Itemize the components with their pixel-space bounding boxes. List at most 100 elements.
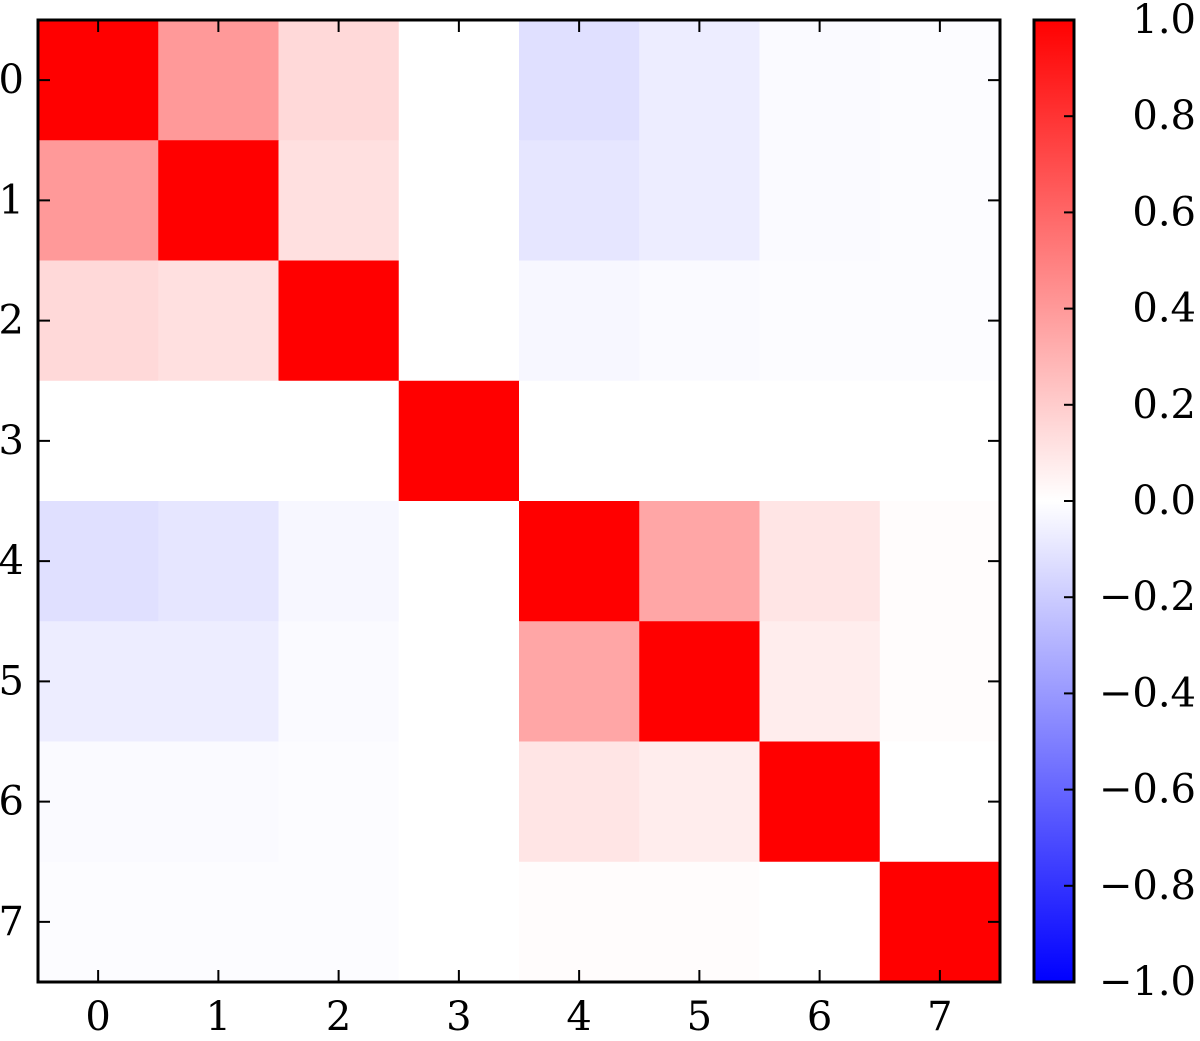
y-tick-label-7: 7 bbox=[0, 899, 24, 945]
heatmap-cell-r0-c2 bbox=[278, 20, 400, 141]
heatmap-cell-r1-c1 bbox=[158, 140, 280, 262]
x-tick-label-3: 3 bbox=[446, 994, 471, 1036]
heatmap-cell-r2-c0 bbox=[38, 260, 159, 382]
heatmap-cell-r1-c6 bbox=[759, 140, 881, 262]
heatmap-cell-r6-c3 bbox=[398, 741, 520, 863]
heatmap-cell-r6-c5 bbox=[639, 741, 761, 863]
colorbar-tick-label-3: 0.4 bbox=[1132, 286, 1196, 332]
y-tick-label-4: 4 bbox=[0, 538, 24, 584]
heatmap-cell-r1-c7 bbox=[879, 140, 1001, 262]
heatmap-cell-r1-c4 bbox=[519, 140, 640, 262]
y-tick-labels: 0 1 2 3 4 5 6 7 bbox=[0, 57, 24, 945]
y-tick-label-6: 6 bbox=[0, 779, 24, 825]
heatmap-cell-r5-c4 bbox=[519, 621, 640, 743]
y-tick-label-0: 0 bbox=[0, 57, 24, 103]
y-tick-label-3: 3 bbox=[0, 418, 24, 464]
x-tick-label-7: 7 bbox=[927, 994, 952, 1036]
heatmap-cell-r6-c2 bbox=[278, 741, 400, 863]
heatmap-cell-r5-c6 bbox=[759, 621, 881, 743]
heatmap-cell-r2-c2 bbox=[278, 260, 400, 382]
x-tick-label-1: 1 bbox=[206, 994, 231, 1036]
heatmap-cell-r4-c6 bbox=[759, 501, 881, 622]
colorbar-tick-label-5: 0.0 bbox=[1132, 478, 1196, 524]
colorbar-tick-label-10: −1.0 bbox=[1099, 959, 1196, 1005]
heatmap-cell-r3-c2 bbox=[278, 380, 400, 502]
colorbar-tick-label-7: −0.4 bbox=[1099, 670, 1196, 716]
x-tick-label-2: 2 bbox=[326, 994, 351, 1036]
heatmap-cell-r5-c3 bbox=[398, 621, 520, 743]
heatmap-cell-r0-c3 bbox=[398, 20, 520, 141]
y-tick-label-5: 5 bbox=[0, 658, 24, 704]
heatmap-cell-r7-c3 bbox=[398, 861, 520, 983]
heatmap-cell-r5-c5 bbox=[639, 621, 761, 743]
colorbar-tick-label-8: −0.6 bbox=[1099, 767, 1196, 813]
heatmap-cell-r0-c7 bbox=[879, 20, 1001, 141]
heatmap-cell-r7-c1 bbox=[158, 861, 280, 983]
heatmap-cell-r2-c6 bbox=[759, 260, 881, 382]
colorbar-tick-label-4: 0.2 bbox=[1132, 382, 1196, 428]
heatmap-cell-r6-c6 bbox=[759, 741, 881, 863]
heatmap-cell-r0-c6 bbox=[759, 20, 881, 141]
heatmap-cell-r7-c0 bbox=[38, 861, 159, 983]
colorbar-tick-label-2: 0.6 bbox=[1132, 189, 1196, 235]
colorbar-tick-label-1: 0.8 bbox=[1132, 93, 1196, 139]
heatmap-cell-r0-c5 bbox=[639, 20, 761, 141]
heatmap-cell-r4-c3 bbox=[398, 501, 520, 622]
heatmap-cell-r5-c7 bbox=[879, 621, 1001, 743]
heatmap-cell-r3-c1 bbox=[158, 380, 280, 502]
heatmap-cell-r6-c1 bbox=[158, 741, 280, 863]
heatmap-cell-r3-c0 bbox=[38, 380, 159, 502]
heatmap-cell-r3-c6 bbox=[759, 380, 881, 502]
heatmap-cell-r1-c0 bbox=[38, 140, 159, 262]
colorbar-tick-labels: 1.0 0.8 0.6 0.4 0.2 0.0 −0.2 −0.4 −0.6 −0.8 −1.0 bbox=[1099, 0, 1196, 1005]
heatmap-cell-r2-c7 bbox=[879, 260, 1001, 382]
heatmap-cell-r4-c0 bbox=[38, 501, 159, 622]
colorbar-tick-label-0: 1.0 bbox=[1132, 0, 1196, 43]
heatmap-cell-r2-c1 bbox=[158, 260, 280, 382]
heatmap-cell-r7-c5 bbox=[639, 861, 761, 983]
x-tick-label-5: 5 bbox=[687, 994, 712, 1036]
heatmap-cell-r7-c7 bbox=[879, 861, 1001, 983]
heatmap-cell-r0-c4 bbox=[519, 20, 640, 141]
x-tick-labels: 0 1 2 3 4 5 6 7 bbox=[85, 994, 952, 1040]
heatmap-cell-r3-c3 bbox=[398, 380, 520, 502]
heatmap-cell-r1-c5 bbox=[639, 140, 761, 262]
heatmap-cell-r5-c1 bbox=[158, 621, 280, 743]
plot-frame bbox=[36, 18, 1002, 984]
heatmap-cell-r3-c7 bbox=[879, 380, 1001, 502]
heatmap-cell-r7-c4 bbox=[519, 861, 640, 983]
heatmap-cell-r4-c1 bbox=[158, 501, 280, 622]
x-tick-label-4: 4 bbox=[566, 994, 591, 1036]
x-tick-label-6: 6 bbox=[807, 994, 832, 1036]
heatmap-cell-r6-c0 bbox=[38, 741, 159, 863]
heatmap-cell-r6-c4 bbox=[519, 741, 640, 863]
heatmap-cell-r4-c5 bbox=[639, 501, 761, 622]
heatmap-cell-r7-c2 bbox=[278, 861, 400, 983]
x-tick-label-0: 0 bbox=[85, 994, 110, 1036]
y-tick-label-2: 2 bbox=[0, 298, 24, 344]
heatmap-cells bbox=[38, 20, 1001, 983]
y-tick-label-1: 1 bbox=[0, 177, 24, 223]
heatmap-cell-r6-c7 bbox=[879, 741, 1001, 863]
heatmap-cell-r5-c0 bbox=[38, 621, 159, 743]
heatmap-cell-r4-c2 bbox=[278, 501, 400, 622]
heatmap-cell-r1-c2 bbox=[278, 140, 400, 262]
heatmap-cell-r0-c0 bbox=[38, 20, 159, 141]
heatmap-cell-r4-c7 bbox=[879, 501, 1001, 622]
heatmap-cell-r3-c5 bbox=[639, 380, 761, 502]
heatmap-cell-r2-c3 bbox=[398, 260, 520, 382]
heatmap-cell-r0-c1 bbox=[158, 20, 280, 141]
heatmap-cell-r3-c4 bbox=[519, 380, 640, 502]
heatmap-cell-r7-c6 bbox=[759, 861, 881, 983]
axis-ticks bbox=[38, 20, 1000, 982]
heatmap-cell-r5-c2 bbox=[278, 621, 400, 743]
heatmap-cell-r2-c5 bbox=[639, 260, 761, 382]
heatmap-cell-r4-c4 bbox=[519, 501, 640, 622]
heatmap-cell-r1-c3 bbox=[398, 140, 520, 262]
colorbar-tick-label-9: −0.8 bbox=[1099, 863, 1196, 909]
colorbar-tick-label-6: −0.2 bbox=[1099, 574, 1196, 620]
heatmap-cell-r2-c4 bbox=[519, 260, 640, 382]
colorbar-ticks bbox=[1064, 19, 1074, 983]
